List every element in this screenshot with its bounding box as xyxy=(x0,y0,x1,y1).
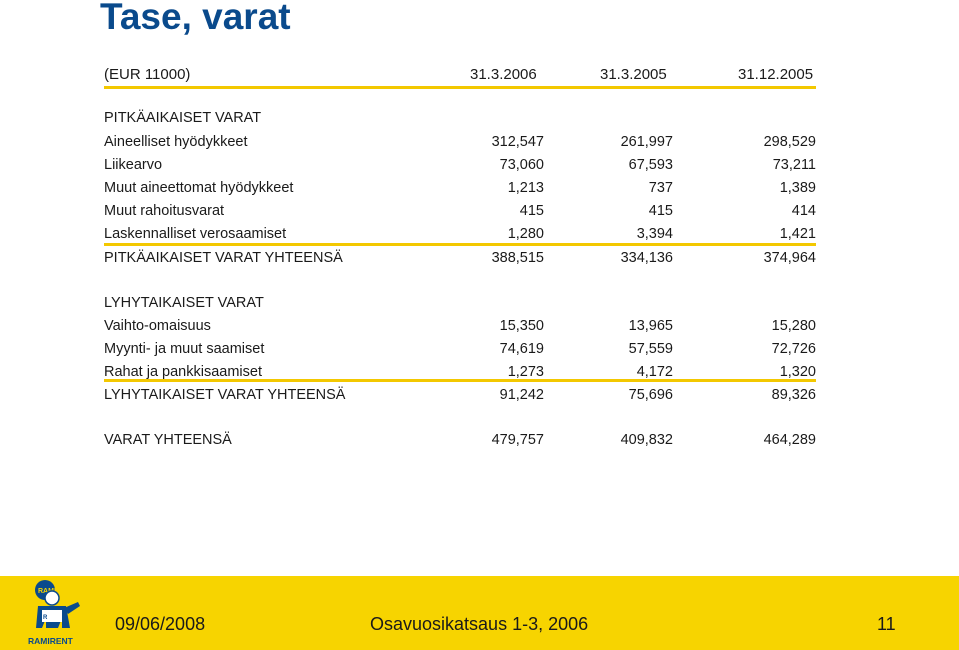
row-label: LYHYTAIKAISET VARAT YHTEENSÄ xyxy=(104,387,346,403)
row-label: PITKÄAIKAISET VARAT YHTEENSÄ xyxy=(104,250,343,266)
table-row: Rahat ja pankkisaamiset 1,273 4,172 1,32… xyxy=(104,364,816,384)
subtotal-row: PITKÄAIKAISET VARAT YHTEENSÄ 388,515 334… xyxy=(104,250,816,270)
value-2006: 415 xyxy=(519,203,544,219)
footer-title: Osavuosikatsaus 1-3, 2006 xyxy=(370,614,589,634)
table-row: Liikearvo 73,060 67,593 73,211 xyxy=(104,157,816,177)
row-label: Muut rahoitusvarat xyxy=(104,203,225,219)
header-divider xyxy=(104,86,816,89)
value-2005: 409,832 xyxy=(620,432,673,448)
table-row: Muut aineettomat hyödykkeet 1,213 737 1,… xyxy=(104,180,816,200)
footer-bar: RAMI R RAMIRENT 09/06/2008 Osavuosikatsa… xyxy=(0,576,959,650)
table-row: Laskennalliset verosaamiset 1,280 3,394 … xyxy=(104,226,816,246)
logo-wordmark: RAMIRENT xyxy=(28,636,74,646)
value-dec-2005: 1,389 xyxy=(779,180,816,196)
row-label: VARAT YHTEENSÄ xyxy=(104,432,232,448)
value-dec-2005: 298,529 xyxy=(763,134,816,150)
value-2005: 261,997 xyxy=(620,134,673,150)
value-dec-2005: 72,726 xyxy=(771,341,816,357)
value-dec-2005: 15,280 xyxy=(771,318,816,334)
value-2006: 15,350 xyxy=(499,318,544,334)
unit-label: (EUR 11000) xyxy=(104,66,191,83)
row-label: Rahat ja pankkisaamiset xyxy=(104,364,262,380)
subtotal-divider xyxy=(104,243,816,246)
row-label: Liikearvo xyxy=(104,157,163,173)
subtotal-row: LYHYTAIKAISET VARAT YHTEENSÄ 91,242 75,6… xyxy=(104,387,816,407)
value-2006: 479,757 xyxy=(491,432,544,448)
value-2006: 1,280 xyxy=(507,226,544,242)
value-2006: 312,547 xyxy=(491,134,544,150)
logo-badge-text: RAMI xyxy=(38,588,56,595)
table-row: Muut rahoitusvarat 415 415 414 xyxy=(104,203,816,223)
row-label: Laskennalliset verosaamiset xyxy=(104,226,287,242)
page-title: Tase, varat xyxy=(100,0,291,37)
table-row: Aineelliset hyödykkeet 312,547 261,997 2… xyxy=(104,134,816,154)
value-dec-2005: 73,211 xyxy=(772,157,816,173)
table-row: Myynti- ja muut saamiset 74,619 57,559 7… xyxy=(104,341,816,361)
value-2005: 4,172 xyxy=(636,364,673,380)
value-2005: 334,136 xyxy=(620,250,673,266)
value-2005: 3,394 xyxy=(636,226,673,242)
section-heading-label: PITKÄAIKAISET VARAT xyxy=(104,110,262,126)
value-2005: 737 xyxy=(648,180,673,196)
svg-text:R: R xyxy=(43,615,48,621)
section-heading: LYHYTAIKAISET VARAT xyxy=(104,295,816,315)
value-dec-2005: 464,289 xyxy=(763,432,816,448)
table-row: Vaihto-omaisuus 15,350 13,965 15,280 xyxy=(104,318,816,338)
value-2006: 1,273 xyxy=(507,364,544,380)
value-2005: 13,965 xyxy=(628,318,673,334)
value-2006: 388,515 xyxy=(491,250,544,266)
row-label: Myynti- ja muut saamiset xyxy=(104,341,265,357)
subtotal-divider xyxy=(104,379,816,382)
value-2006: 91,242 xyxy=(499,387,544,403)
value-2005: 67,593 xyxy=(628,157,673,173)
column-header-31-3-2006: 31.3.2006 xyxy=(470,66,537,83)
column-header-31-3-2005: 31.3.2005 xyxy=(600,66,667,83)
value-2006: 1,213 xyxy=(507,180,544,196)
value-2005: 57,559 xyxy=(628,341,673,357)
value-2006: 73,060 xyxy=(499,157,544,173)
value-dec-2005: 89,326 xyxy=(771,387,816,403)
value-dec-2005: 374,964 xyxy=(763,250,816,266)
ramirent-logo: RAMI R RAMIRENT xyxy=(28,580,80,646)
section-heading: PITKÄAIKAISET VARAT xyxy=(104,110,816,130)
value-2005: 75,696 xyxy=(628,387,673,403)
footer-date: 09/06/2008 xyxy=(115,614,206,634)
value-2005: 415 xyxy=(648,203,673,219)
section-heading-label: LYHYTAIKAISET VARAT xyxy=(104,295,264,311)
row-label: Aineelliset hyödykkeet xyxy=(104,134,248,150)
grand-total-row: VARAT YHTEENSÄ 479,757 409,832 464,289 xyxy=(104,432,816,452)
value-dec-2005: 1,320 xyxy=(779,364,816,380)
page-number: 11 xyxy=(877,614,896,634)
value-dec-2005: 1,421 xyxy=(779,226,816,242)
row-label: Vaihto-omaisuus xyxy=(104,318,211,334)
value-2006: 74,619 xyxy=(499,341,544,357)
value-dec-2005: 414 xyxy=(791,203,816,219)
column-header-31-12-2005: 31.12.2005 xyxy=(738,66,814,83)
row-label: Muut aineettomat hyödykkeet xyxy=(104,180,294,196)
